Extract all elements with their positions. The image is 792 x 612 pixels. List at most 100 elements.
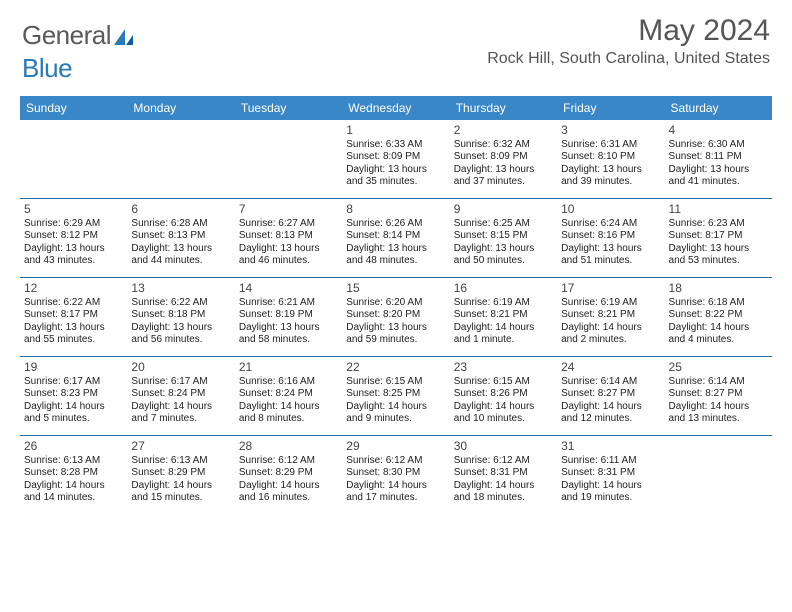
cell-info-line: and 41 minutes. — [669, 176, 768, 189]
calendar-cell: 9Sunrise: 6:25 AMSunset: 8:15 PMDaylight… — [450, 199, 557, 277]
cell-date: 28 — [239, 439, 338, 454]
calendar-cell: 22Sunrise: 6:15 AMSunset: 8:25 PMDayligh… — [342, 357, 449, 435]
cell-info-line: Sunset: 8:29 PM — [131, 467, 230, 480]
cell-info-line: Daylight: 13 hours — [131, 243, 230, 256]
cell-info-line: and 48 minutes. — [346, 255, 445, 268]
calendar-week-row: 5Sunrise: 6:29 AMSunset: 8:12 PMDaylight… — [20, 199, 772, 278]
cell-info-line: and 17 minutes. — [346, 492, 445, 505]
cell-info-line: Sunset: 8:17 PM — [24, 309, 123, 322]
cell-info-line: and 43 minutes. — [24, 255, 123, 268]
cell-info-line: Sunrise: 6:19 AM — [561, 297, 660, 310]
cell-info-line: Sunset: 8:27 PM — [669, 388, 768, 401]
cell-info-line: Sunrise: 6:31 AM — [561, 139, 660, 152]
cell-info-line: Sunset: 8:21 PM — [561, 309, 660, 322]
cell-info-line: Sunset: 8:22 PM — [669, 309, 768, 322]
cell-date: 8 — [346, 202, 445, 217]
cell-info-line: and 58 minutes. — [239, 334, 338, 347]
cell-info-line: Daylight: 13 hours — [131, 322, 230, 335]
cell-info-line: Sunrise: 6:14 AM — [669, 376, 768, 389]
cell-date: 23 — [454, 360, 553, 375]
calendar-cell — [665, 436, 772, 514]
cell-date: 27 — [131, 439, 230, 454]
calendar-cell: 6Sunrise: 6:28 AMSunset: 8:13 PMDaylight… — [127, 199, 234, 277]
cell-info-line: Sunrise: 6:14 AM — [561, 376, 660, 389]
cell-info-line: Sunrise: 6:30 AM — [669, 139, 768, 152]
cell-info-line: Sunset: 8:29 PM — [239, 467, 338, 480]
calendar-body: 1Sunrise: 6:33 AMSunset: 8:09 PMDaylight… — [20, 120, 772, 514]
cell-date: 22 — [346, 360, 445, 375]
cell-info-line: Sunset: 8:15 PM — [454, 230, 553, 243]
calendar: SundayMondayTuesdayWednesdayThursdayFrid… — [20, 96, 772, 514]
cell-info-line: Sunset: 8:21 PM — [454, 309, 553, 322]
cell-info-line: Daylight: 13 hours — [454, 243, 553, 256]
cell-info-line: Daylight: 13 hours — [346, 243, 445, 256]
cell-date: 18 — [669, 281, 768, 296]
cell-info-line: Daylight: 13 hours — [346, 164, 445, 177]
cell-info-line: Daylight: 14 hours — [561, 322, 660, 335]
cell-info-line: Sunrise: 6:17 AM — [24, 376, 123, 389]
cell-info-line: and 44 minutes. — [131, 255, 230, 268]
cell-date: 20 — [131, 360, 230, 375]
cell-info-line: Sunset: 8:23 PM — [24, 388, 123, 401]
cell-date: 25 — [669, 360, 768, 375]
cell-info-line: Sunrise: 6:23 AM — [669, 218, 768, 231]
cell-info-line: Sunset: 8:31 PM — [454, 467, 553, 480]
calendar-cell: 23Sunrise: 6:15 AMSunset: 8:26 PMDayligh… — [450, 357, 557, 435]
calendar-cell: 12Sunrise: 6:22 AMSunset: 8:17 PMDayligh… — [20, 278, 127, 356]
cell-info-line: Sunrise: 6:32 AM — [454, 139, 553, 152]
cell-info-line: Sunrise: 6:12 AM — [239, 455, 338, 468]
cell-info-line: Daylight: 14 hours — [131, 480, 230, 493]
calendar-cell: 4Sunrise: 6:30 AMSunset: 8:11 PMDaylight… — [665, 120, 772, 198]
cell-info-line: Sunrise: 6:13 AM — [24, 455, 123, 468]
cell-info-line: and 35 minutes. — [346, 176, 445, 189]
calendar-cell: 7Sunrise: 6:27 AMSunset: 8:13 PMDaylight… — [235, 199, 342, 277]
calendar-cell — [235, 120, 342, 198]
cell-date: 2 — [454, 123, 553, 138]
cell-info-line: Sunrise: 6:25 AM — [454, 218, 553, 231]
page-title: May 2024 — [487, 14, 770, 48]
logo-sail-icon — [113, 22, 135, 53]
cell-date: 30 — [454, 439, 553, 454]
calendar-cell: 20Sunrise: 6:17 AMSunset: 8:24 PMDayligh… — [127, 357, 234, 435]
location-label: Rock Hill, South Carolina, United States — [487, 50, 770, 68]
cell-info-line: Sunset: 8:11 PM — [669, 151, 768, 164]
calendar-week-row: 26Sunrise: 6:13 AMSunset: 8:28 PMDayligh… — [20, 436, 772, 514]
cell-info-line: and 1 minute. — [454, 334, 553, 347]
cell-info-line: Sunset: 8:09 PM — [346, 151, 445, 164]
cell-date: 16 — [454, 281, 553, 296]
cell-info-line: and 46 minutes. — [239, 255, 338, 268]
calendar-cell: 25Sunrise: 6:14 AMSunset: 8:27 PMDayligh… — [665, 357, 772, 435]
cell-info-line: Daylight: 13 hours — [561, 243, 660, 256]
cell-date: 31 — [561, 439, 660, 454]
day-header-cell: Wednesday — [342, 96, 449, 120]
cell-info-line: and 2 minutes. — [561, 334, 660, 347]
cell-date: 3 — [561, 123, 660, 138]
cell-info-line: and 59 minutes. — [346, 334, 445, 347]
cell-date: 6 — [131, 202, 230, 217]
cell-info-line: Sunrise: 6:26 AM — [346, 218, 445, 231]
cell-date: 5 — [24, 202, 123, 217]
cell-info-line: and 4 minutes. — [669, 334, 768, 347]
cell-date: 9 — [454, 202, 553, 217]
calendar-cell: 17Sunrise: 6:19 AMSunset: 8:21 PMDayligh… — [557, 278, 664, 356]
cell-info-line: and 53 minutes. — [669, 255, 768, 268]
cell-info-line: Sunrise: 6:28 AM — [131, 218, 230, 231]
calendar-week-row: 1Sunrise: 6:33 AMSunset: 8:09 PMDaylight… — [20, 120, 772, 199]
calendar-cell: 28Sunrise: 6:12 AMSunset: 8:29 PMDayligh… — [235, 436, 342, 514]
cell-info-line: Sunrise: 6:11 AM — [561, 455, 660, 468]
cell-info-line: Daylight: 14 hours — [454, 322, 553, 335]
cell-info-line: and 39 minutes. — [561, 176, 660, 189]
cell-date: 24 — [561, 360, 660, 375]
cell-info-line: and 55 minutes. — [24, 334, 123, 347]
cell-info-line: and 7 minutes. — [131, 413, 230, 426]
cell-info-line: Daylight: 14 hours — [24, 480, 123, 493]
cell-info-line: Sunset: 8:17 PM — [669, 230, 768, 243]
cell-info-line: Sunrise: 6:22 AM — [131, 297, 230, 310]
cell-info-line: and 9 minutes. — [346, 413, 445, 426]
cell-info-line: Sunrise: 6:13 AM — [131, 455, 230, 468]
cell-info-line: Daylight: 14 hours — [346, 401, 445, 414]
cell-date: 14 — [239, 281, 338, 296]
cell-info-line: Sunset: 8:18 PM — [131, 309, 230, 322]
cell-info-line: and 15 minutes. — [131, 492, 230, 505]
calendar-cell: 10Sunrise: 6:24 AMSunset: 8:16 PMDayligh… — [557, 199, 664, 277]
